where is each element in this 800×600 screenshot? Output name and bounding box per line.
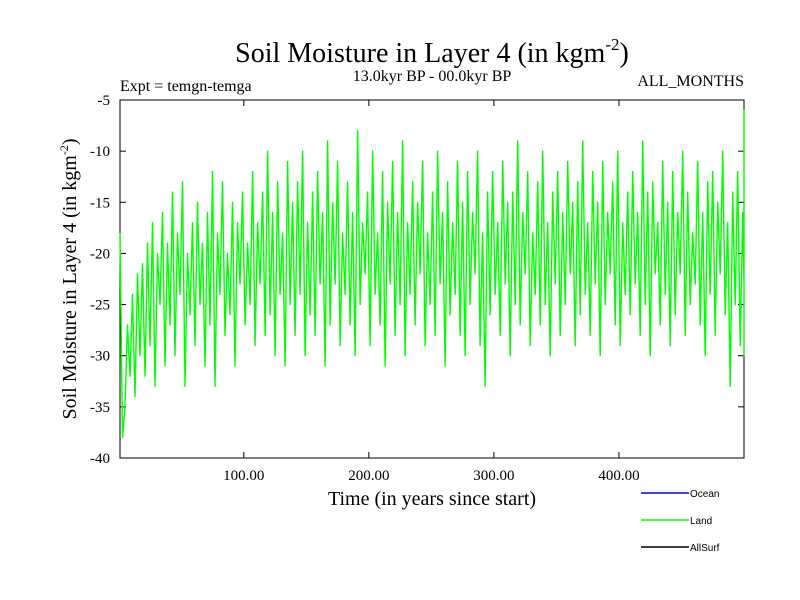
y-axis-label-suffix: ): [59, 138, 81, 145]
months-label: ALL_MONTHS: [637, 73, 744, 90]
chart-subtitle: 13.0kyr BP - 00.0kyr BP: [353, 68, 512, 85]
y-tick-label: -15: [90, 195, 110, 211]
y-tick-label: -25: [90, 298, 110, 314]
chart-title: Soil Moisture in Layer 4 (in kgm-2): [235, 35, 629, 69]
x-axis: 100.00 200.00 300.00 400.00: [223, 100, 640, 484]
legend-label-land: Land: [690, 516, 712, 527]
y-tick-label: -30: [90, 349, 110, 365]
y-tick-label: -35: [90, 400, 110, 416]
y-tick-label: -5: [98, 93, 111, 109]
chart-title-suffix: ): [620, 38, 629, 69]
series-line-land: [119, 109, 745, 439]
experiment-label: Expt = temgn-temga: [120, 78, 252, 95]
x-tick-label: 300.00: [473, 468, 514, 484]
y-tick-label: -20: [90, 246, 110, 262]
x-axis-label: Time (in years since start): [328, 488, 536, 510]
y-tick-label: -10: [90, 144, 110, 160]
y-axis-label-main: Soil Moisture in Layer 4 (in kgm: [59, 155, 81, 420]
x-tick-label: 100.00: [223, 468, 264, 484]
series-group: [119, 109, 745, 439]
y-axis-label-superscript: -2: [57, 145, 71, 155]
legend-label-allsurf: AllSurf: [690, 543, 720, 554]
chart-title-main: Soil Moisture in Layer 4 (in kgm: [235, 38, 605, 69]
x-tick-label: 400.00: [598, 468, 639, 484]
chart-title-superscript: -2: [605, 35, 619, 54]
legend: Ocean Land AllSurf: [641, 489, 720, 554]
y-axis-label: Soil Moisture in Layer 4 (in kgm-2): [57, 138, 81, 419]
legend-label-ocean: Ocean: [690, 489, 719, 500]
y-tick-label: -40: [90, 451, 110, 467]
x-tick-label: 200.00: [348, 468, 389, 484]
